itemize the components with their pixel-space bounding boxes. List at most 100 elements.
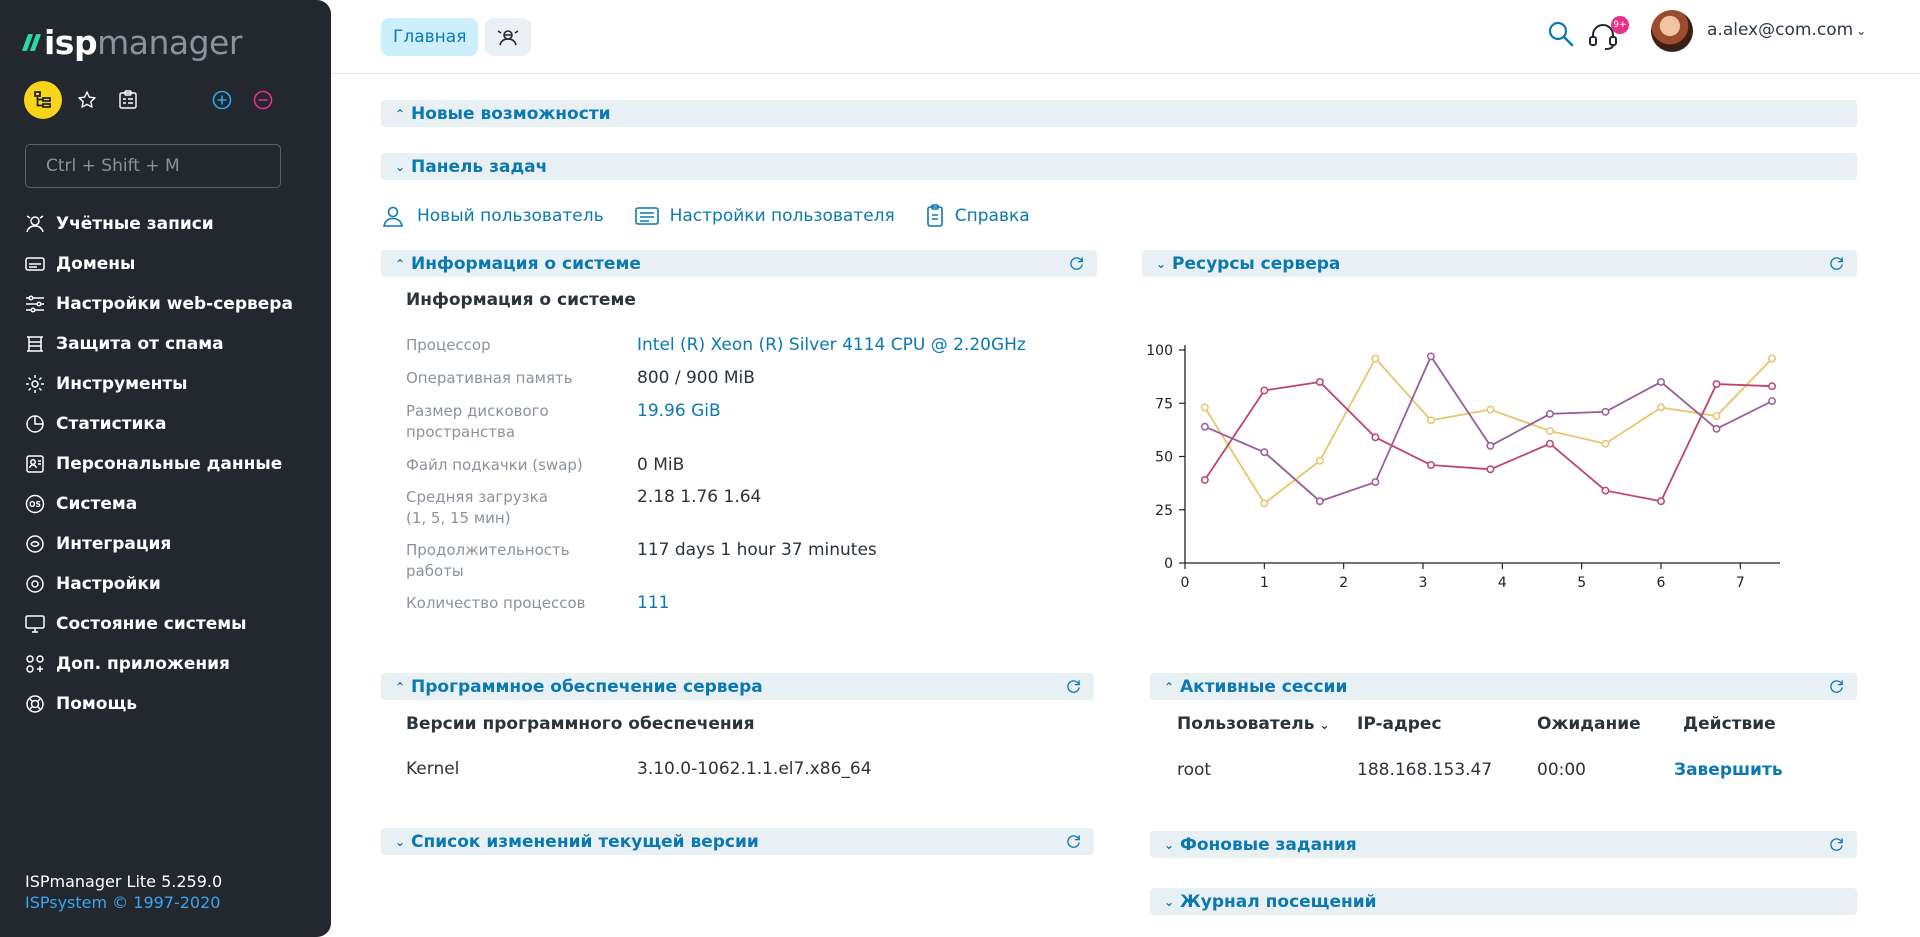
- section-server-software[interactable]: ⌃ Программное обеспечение сервера: [381, 673, 1094, 700]
- data-point: [1486, 441, 1495, 450]
- data-point: [1315, 378, 1324, 386]
- expand-all-button[interactable]: [206, 84, 238, 116]
- x-tick-label: 6: [1657, 575, 1666, 591]
- avatar[interactable]: [1651, 10, 1693, 52]
- accounts-icon: [24, 213, 46, 235]
- collapse-all-button[interactable]: [247, 84, 279, 116]
- info-value-swap: 0 MiB: [637, 455, 685, 475]
- data-point: [1657, 497, 1665, 506]
- section-background-tasks[interactable]: ⌄ Фоновые задания: [1150, 831, 1857, 858]
- refresh-icon[interactable]: [1828, 836, 1845, 853]
- sidebar-item-personal[interactable]: Персональные данные: [24, 444, 293, 484]
- task-user-settings[interactable]: Настройки пользователя: [634, 205, 895, 227]
- accounts-tab-icon: [497, 30, 519, 46]
- data-point: [1486, 465, 1495, 474]
- tab-accounts[interactable]: [485, 18, 531, 56]
- refresh-icon[interactable]: [1065, 678, 1082, 695]
- clipboard-button[interactable]: [112, 84, 144, 116]
- section-system-info[interactable]: ⌃ Информация о системе: [381, 250, 1097, 277]
- info-row-uptime: Продолжительность работы 117 days 1 hour …: [406, 540, 1056, 593]
- info-value-ram: 800 / 900 MiB: [637, 368, 755, 388]
- sessions-header-ip[interactable]: IP-адрес: [1357, 714, 1442, 734]
- topbar: Главная 9+ a.alex@com.com ⌄: [331, 0, 1920, 74]
- sidebar-item-integration[interactable]: Интеграция: [24, 524, 293, 564]
- menu-search-input[interactable]: Ctrl + Shift + M: [25, 144, 281, 188]
- data-point: [1315, 456, 1324, 465]
- task-panel: Новый пользователь Настройки пользовател…: [381, 202, 1060, 230]
- user-menu[interactable]: a.alex@com.com ⌄: [1707, 20, 1866, 40]
- domains-icon: [24, 253, 46, 275]
- sidebar-item-settings[interactable]: Настройки: [24, 564, 293, 604]
- info-value-disk[interactable]: 19.96 GiB: [637, 401, 721, 421]
- info-value-cpu[interactable]: Intel (R) Xeon (R) Silver 4114 CPU @ 2.2…: [637, 335, 1026, 355]
- global-search-button[interactable]: [1545, 18, 1577, 50]
- x-tick-label: 2: [1339, 575, 1348, 591]
- data-point: [1545, 426, 1554, 435]
- copyright-link[interactable]: ISPsystem © 1997-2020: [25, 893, 221, 912]
- task-help[interactable]: Справка: [925, 204, 1030, 228]
- sidebar-item-label: Инструменты: [56, 374, 188, 394]
- data-point: [1260, 448, 1269, 457]
- section-changelog[interactable]: ⌄ Список изменений текущей версии: [381, 828, 1094, 855]
- section-server-resources[interactable]: ⌄ Ресурсы сервера: [1142, 250, 1857, 277]
- menu-tree-button[interactable]: [24, 81, 62, 119]
- task-new-user[interactable]: Новый пользователь: [381, 204, 604, 228]
- refresh-icon[interactable]: [1828, 255, 1845, 272]
- tab-main[interactable]: Главная: [381, 18, 479, 56]
- section-title: Информация о системе: [411, 253, 641, 274]
- sidebar-item-help[interactable]: Помощь: [24, 684, 293, 724]
- series-line-0: [1204, 356, 1773, 505]
- x-tick-label: 4: [1498, 575, 1507, 591]
- sidebar-nav: Учётные записи Домены Настройки web-серв…: [24, 204, 293, 724]
- search-icon: [1548, 21, 1574, 47]
- refresh-icon[interactable]: [1065, 833, 1082, 850]
- sidebar-item-spam[interactable]: Защита от спама: [24, 324, 293, 364]
- info-key-line: Продолжительность: [406, 541, 570, 559]
- sidebar-item-apps[interactable]: Доп. приложения: [24, 644, 293, 684]
- info-key-line: Размер дискового: [406, 402, 549, 420]
- info-key: Количество процессов: [406, 593, 637, 614]
- sessions-header-wait[interactable]: Ожидание: [1537, 714, 1641, 734]
- refresh-icon[interactable]: [1068, 255, 1085, 272]
- info-key: Процессор: [406, 335, 637, 356]
- refresh-icon[interactable]: [1828, 678, 1845, 695]
- minus-circle-icon: [253, 90, 273, 110]
- y-tick-label: 75: [1155, 396, 1173, 412]
- notifications-button[interactable]: 9+: [1587, 16, 1629, 52]
- sidebar-item-system[interactable]: OS Система: [24, 484, 293, 524]
- sidebar-item-system-state[interactable]: Состояние системы: [24, 604, 293, 644]
- section-active-sessions[interactable]: ⌃ Активные сессии: [1150, 673, 1857, 700]
- chevron-up-icon: ⌃: [394, 256, 406, 271]
- section-new-features[interactable]: ⌃ Новые возможности: [381, 100, 1857, 127]
- section-visit-log[interactable]: ⌄ Журнал посещений: [1150, 888, 1857, 915]
- ispmanager-logo[interactable]: isp manager: [21, 22, 242, 62]
- info-value-processes[interactable]: 111: [637, 593, 670, 613]
- chevron-down-icon: ⌄: [1155, 256, 1167, 271]
- sidebar-item-accounts[interactable]: Учётные записи: [24, 204, 293, 244]
- plus-circle-icon: [212, 90, 232, 110]
- sidebar-item-tools[interactable]: Инструменты: [24, 364, 293, 404]
- data-point: [1260, 386, 1269, 395]
- sidebar-item-label: Состояние системы: [56, 614, 247, 634]
- section-taskbar[interactable]: ⌄ Панель задач: [381, 153, 1857, 180]
- sidebar-item-label: Персональные данные: [56, 454, 283, 474]
- task-label: Настройки пользователя: [669, 206, 895, 226]
- chevron-up-icon: ⌃: [1163, 679, 1175, 694]
- favorites-button[interactable]: [71, 84, 103, 116]
- sidebar-item-stats[interactable]: Статистика: [24, 404, 293, 444]
- logo-text-isp: isp: [44, 22, 98, 62]
- x-tick-label: 5: [1577, 575, 1586, 591]
- data-point: [1712, 380, 1721, 389]
- info-row-ram: Оперативная память 800 / 900 MiB: [406, 368, 1056, 401]
- section-title: Программное обеспечение сервера: [411, 676, 763, 697]
- spam-shield-icon: [24, 333, 46, 355]
- chevron-up-icon: ⌃: [394, 679, 406, 694]
- info-key-line: работы: [406, 562, 464, 580]
- sidebar-item-domains[interactable]: Домены: [24, 244, 293, 284]
- end-session-button[interactable]: Завершить: [1674, 760, 1783, 780]
- software-title: Версии программного обеспечения: [406, 714, 755, 734]
- sidebar-item-webserver[interactable]: Настройки web-сервера: [24, 284, 293, 324]
- system-info-title: Информация о системе: [406, 290, 636, 310]
- sessions-header-user[interactable]: Пользователь ⌄: [1177, 714, 1330, 734]
- info-key: Продолжительность работы: [406, 540, 637, 582]
